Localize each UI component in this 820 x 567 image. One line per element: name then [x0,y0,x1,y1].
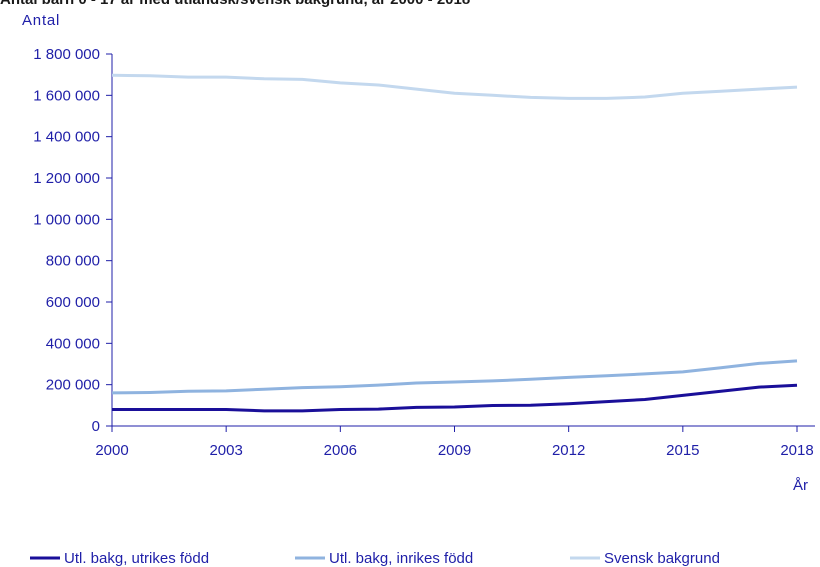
x-axis: 2000 2003 2006 2009 2012 2015 2018 [95,425,815,459]
chart-title: Antal barn 0 - 17 år med utländsk/svensk… [0,0,470,8]
series-line-2 [111,73,798,100]
x-tick-label: 2012 [552,442,585,459]
y-tick-label: 400 000 [46,335,100,352]
y-tick-label: 1 200 000 [33,170,100,187]
y-tick-label: 0 [92,418,100,435]
legend-label-0: Utl. bakg, utrikes född [64,550,209,567]
y-tick-label: 800 000 [46,253,100,270]
y-tick-label: 600 000 [46,294,100,311]
y-axis: 0 200 000 400 000 600 000 800 000 1 000 000 1 … [33,46,113,435]
x-tick-label: 2006 [324,442,357,459]
series-line-0 [112,383,798,413]
y-tick-label: 1 000 000 [33,211,100,228]
y-tick-label: 1 400 000 [33,129,100,146]
series-line-1 [111,359,798,395]
x-tick-label: 2015 [666,442,699,459]
legend-label-2: Svensk bakgrund [604,550,720,567]
legend-label-1: Utl. bakg, inrikes född [329,550,473,567]
y-axis-title: Antal [22,12,60,29]
y-tick-label: 200 000 [46,377,100,394]
y-tick-label: 1 600 000 [33,87,100,104]
series-layer [111,73,798,413]
x-axis-title: År [793,477,808,494]
x-tick-label: 2000 [95,442,128,459]
x-tick-label: 2018 [780,442,813,459]
y-tick-label: 1 800 000 [33,46,100,63]
x-tick-label: 2009 [438,442,471,459]
legend: Utl. bakg, utrikes född Utl. bakg, inrike… [30,550,720,567]
x-tick-label: 2003 [209,442,242,459]
